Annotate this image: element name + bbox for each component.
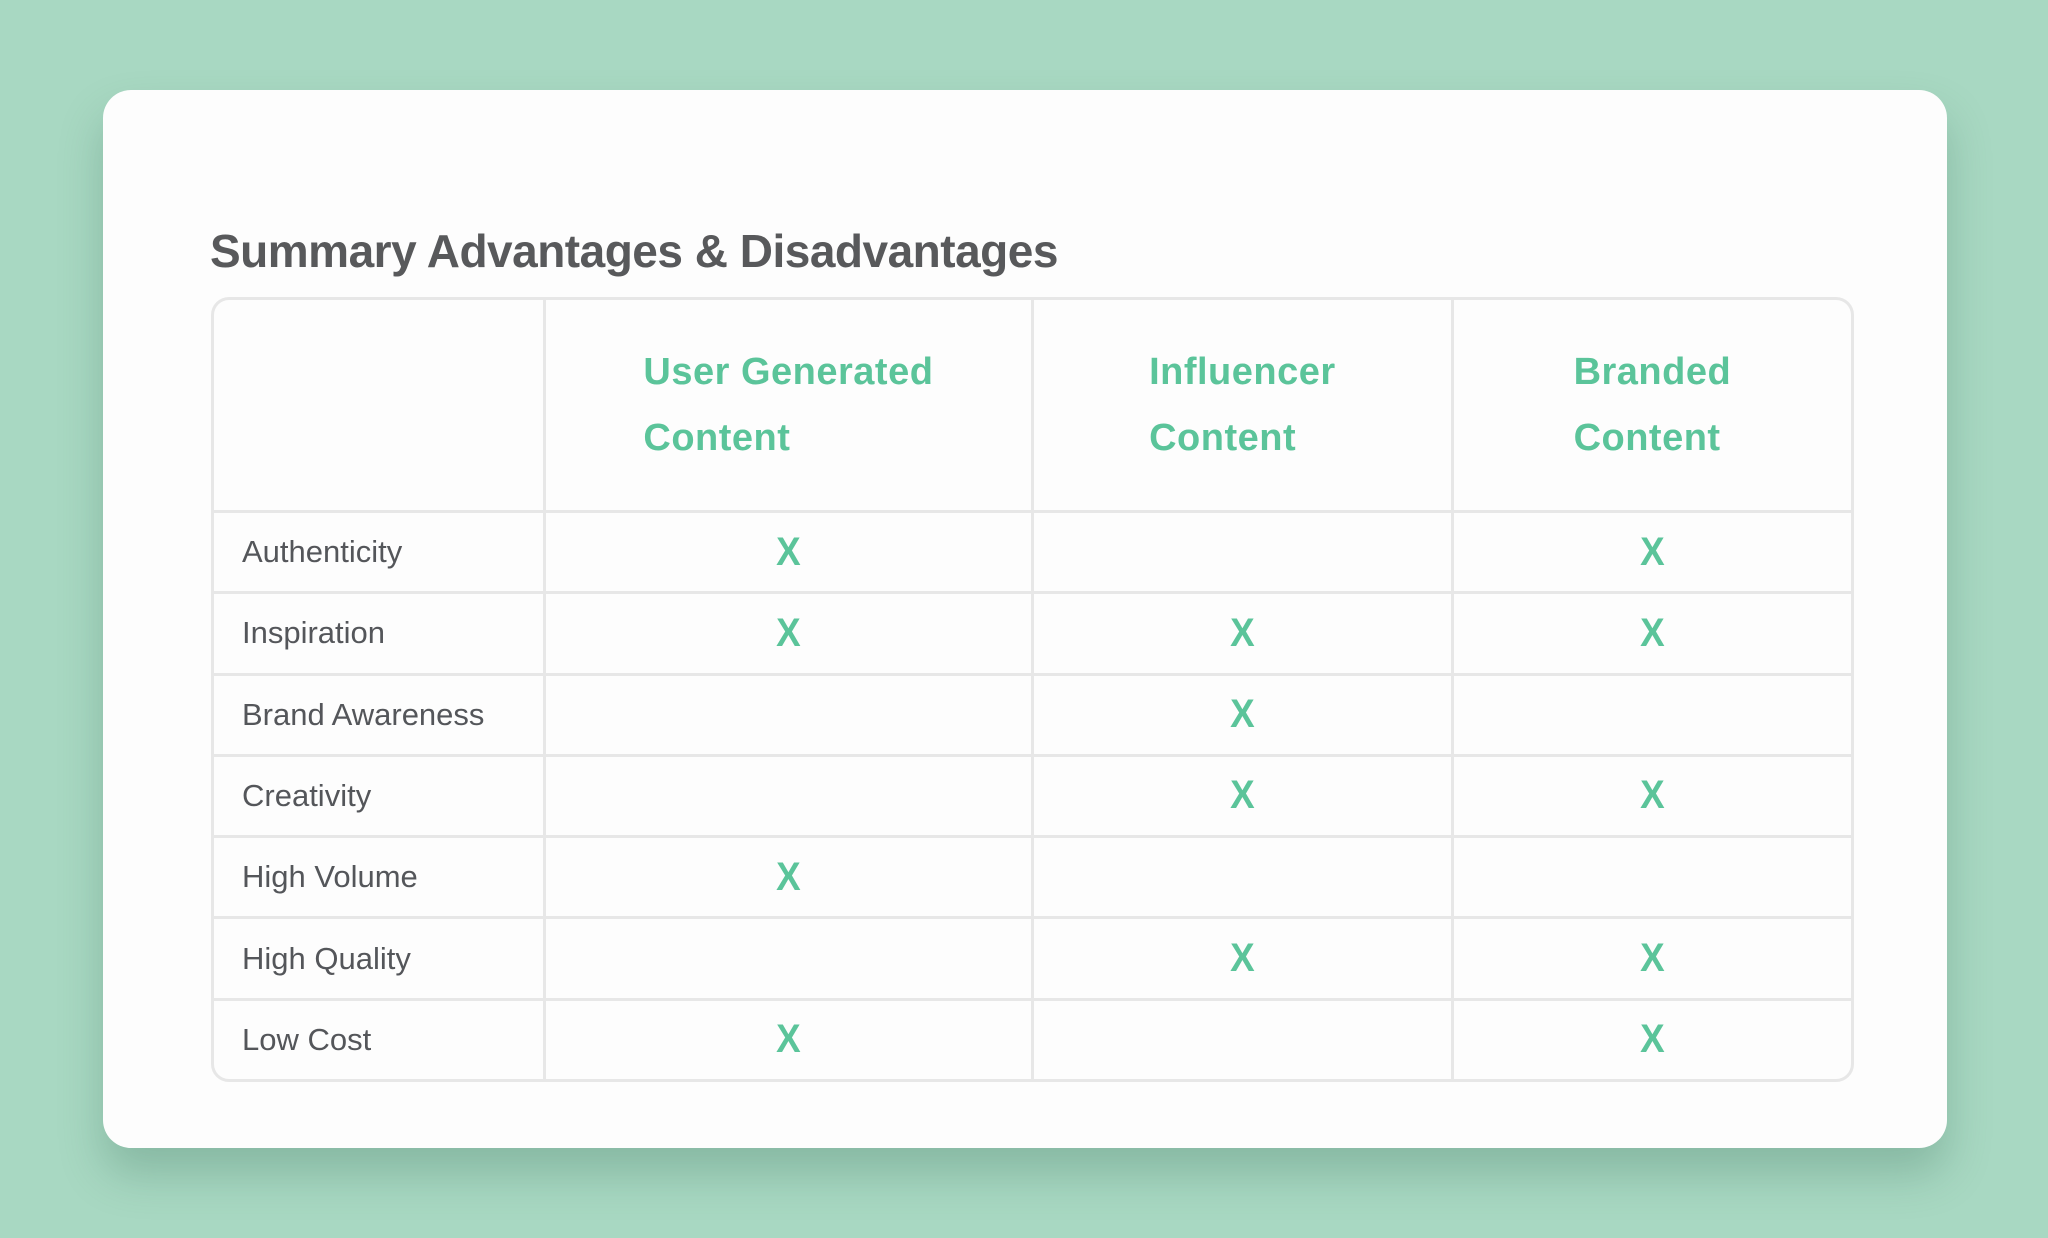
table-cell-creativity-branded-content: X: [1453, 756, 1851, 836]
x-mark-icon: X: [1230, 610, 1255, 655]
row-label-authenticity: Authenticity: [214, 513, 543, 592]
table-cell-brand-awareness-influencer-content: X: [1034, 675, 1451, 754]
column-header-line: Content: [1149, 417, 1297, 459]
row-label-inspiration: Inspiration: [214, 594, 543, 673]
x-mark-icon: X: [776, 529, 801, 574]
column-header-line: Branded: [1573, 351, 1732, 393]
column-header-text: Branded Content: [1574, 339, 1732, 471]
x-mark-icon: X: [1640, 529, 1665, 574]
x-mark-icon: X: [1640, 610, 1665, 655]
table-cell-authenticity-influencer-content: [1034, 513, 1451, 592]
row-label-high-quality: High Quality: [214, 919, 543, 998]
column-header-text: User Generated Content: [643, 339, 933, 471]
table-cell-brand-awareness-branded-content: [1453, 675, 1851, 754]
column-header-line: Content: [643, 417, 791, 459]
comparison-table: User Generated Content Influencer Content Br…: [211, 297, 1854, 1082]
table-cell-high-quality-influencer-content: X: [1034, 919, 1451, 998]
x-mark-icon: X: [1230, 692, 1255, 737]
table-cell-creativity-user-generated-content: [545, 756, 1031, 836]
column-header-line: User Generated: [643, 351, 934, 393]
table-cell-inspiration-branded-content: X: [1453, 594, 1851, 673]
column-header-influencer-content: Influencer Content: [1034, 300, 1451, 510]
row-label-low-cost: Low Cost: [214, 1000, 543, 1079]
x-mark-icon: X: [1230, 936, 1255, 981]
x-mark-icon: X: [1640, 773, 1665, 818]
table-cell-low-cost-influencer-content: [1034, 1000, 1451, 1079]
x-mark-icon: X: [776, 610, 801, 655]
table-corner-cell: [214, 300, 543, 510]
column-header-line: Influencer: [1149, 351, 1336, 393]
table-cell-inspiration-influencer-content: X: [1034, 594, 1451, 673]
x-mark-icon: X: [776, 854, 801, 899]
row-label-creativity: Creativity: [214, 756, 543, 836]
x-mark-icon: X: [1640, 1017, 1665, 1062]
summary-card: Summary Advantages & Disadvantages User …: [103, 90, 1947, 1148]
row-label-high-volume: High Volume: [214, 838, 543, 917]
page-title: Summary Advantages & Disadvantages: [210, 225, 1058, 277]
table-cell-inspiration-user-generated-content: X: [545, 594, 1031, 673]
table-cell-high-volume-branded-content: [1453, 838, 1851, 917]
table-cell-authenticity-branded-content: X: [1453, 513, 1851, 592]
x-mark-icon: X: [1640, 936, 1665, 981]
x-mark-icon: X: [1230, 773, 1255, 818]
table-cell-high-volume-user-generated-content: X: [545, 838, 1031, 917]
table-cell-brand-awareness-user-generated-content: [545, 675, 1031, 754]
table-cell-high-quality-user-generated-content: [545, 919, 1031, 998]
table-cell-high-volume-influencer-content: [1034, 838, 1451, 917]
table-cell-high-quality-branded-content: X: [1453, 919, 1851, 998]
column-header-text: Influencer Content: [1149, 339, 1336, 471]
column-header-user-generated-content: User Generated Content: [545, 300, 1031, 510]
row-label-brand-awareness: Brand Awareness: [214, 675, 543, 754]
table-cell-authenticity-user-generated-content: X: [545, 513, 1031, 592]
table-cell-low-cost-user-generated-content: X: [545, 1000, 1031, 1079]
column-header-line: Content: [1573, 417, 1721, 459]
column-header-branded-content: Branded Content: [1453, 300, 1851, 510]
x-mark-icon: X: [776, 1017, 801, 1062]
table-cell-low-cost-branded-content: X: [1453, 1000, 1851, 1079]
table-cell-creativity-influencer-content: X: [1034, 756, 1451, 836]
